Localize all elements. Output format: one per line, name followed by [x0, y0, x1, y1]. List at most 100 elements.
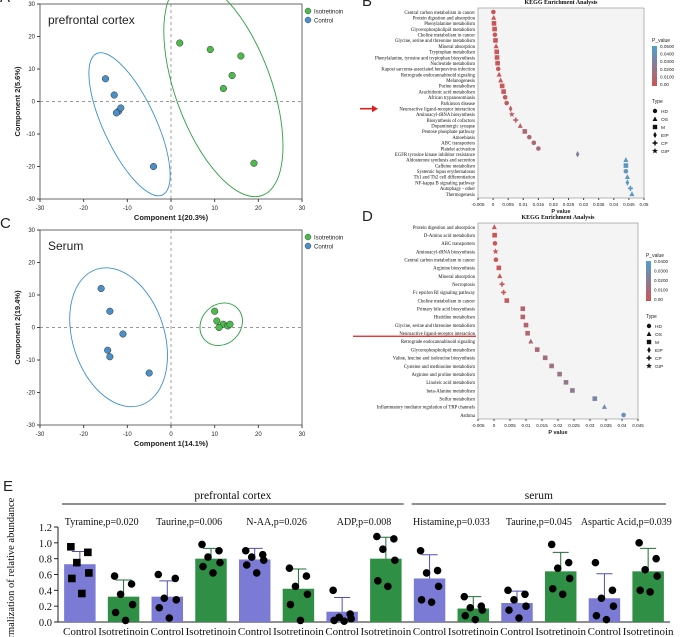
color-legend-title-D: P_value — [646, 253, 664, 259]
data-point-E-13-3 — [653, 572, 661, 580]
category-label-B-13: Purine metabolism — [439, 85, 475, 90]
y-tick-label-C-2: -10 — [26, 358, 35, 364]
panel-A: A -30 -20 -10 0 10 20 30 -30 -20 -10 0 10 20 30 Compone… — [0, 0, 343, 222]
x-tick-label-B-1: 0 — [492, 202, 495, 207]
category-label-D-10: Primary bile acid biosynthesis — [417, 308, 475, 313]
type-legend-marker-D-4 — [646, 355, 652, 361]
category-label-B-18: Aminoacyl-tRNA biosynthesis — [416, 113, 475, 118]
data-point-E-1-3 — [128, 600, 137, 609]
data-point-B-9 — [495, 60, 500, 66]
data-point-E-12-1 — [608, 586, 617, 595]
x-axis-label-D: P value — [548, 430, 567, 436]
y-tick-label-E-0: 0.0 — [39, 618, 52, 629]
y-axis-label-A: Component 2(5.6%) — [13, 66, 22, 137]
data-point-E-12-0 — [591, 558, 600, 567]
data-point-E-10-0 — [504, 586, 512, 595]
data-point-E-11-3 — [565, 574, 574, 583]
type-legend-marker-B-3 — [653, 131, 657, 139]
point-A-isotretinoin-4 — [228, 71, 236, 80]
x-tick-label-D-10: 0.045 — [632, 423, 644, 428]
type-legend-label-B-1: OS — [661, 117, 668, 123]
x-tick-label-C-6: 30 — [299, 432, 306, 438]
x-tick-label-E-0: Control — [63, 626, 97, 637]
data-point-D-22 — [601, 404, 607, 409]
data-point-D-18 — [557, 371, 562, 377]
highlight-arrowhead-B — [372, 105, 378, 113]
category-label-D-22: Inflammatory mediator regulation of TRP … — [377, 406, 475, 411]
y-tick-label-A-3: 0 — [32, 100, 36, 106]
category-label-D-17: Cysteine and methionine metabolism — [404, 365, 476, 370]
point-A-isotretinoin-1 — [206, 45, 214, 54]
point-C-isotretinoin-4 — [226, 320, 234, 328]
category-label-B-32: Thermogenesis — [446, 193, 475, 198]
data-point-E-1-1 — [127, 580, 136, 588]
point-A-isotretinoin-3 — [219, 84, 227, 93]
point-A-isotretinoin-0 — [176, 39, 184, 47]
x-tick-label-A-6: 30 — [299, 206, 306, 212]
x-tick-label-C-1: -20 — [79, 432, 88, 438]
y-tick-label-A-5: 20 — [28, 35, 35, 41]
point-C-isotretinoin-0 — [211, 307, 219, 315]
category-label-B-6: Mineral absorption — [438, 45, 475, 50]
data-point-B-27 — [623, 163, 629, 168]
data-point-E-8-4 — [417, 596, 426, 604]
data-point-B-31-v — [629, 185, 632, 191]
x-axis-label-A: Component 1(20.3%) — [134, 213, 209, 222]
data-point-E-3-3 — [216, 558, 224, 567]
x-tick-label-B-8: 0.035 — [593, 202, 605, 207]
data-point-D-23 — [621, 412, 626, 418]
data-point-E-10-3 — [522, 602, 530, 610]
x-tick-label-D-3: 0.01 — [522, 423, 531, 428]
category-label-D-7: Necroptosis — [452, 283, 475, 288]
type-legend-marker-B-2 — [652, 124, 658, 130]
data-point-E-0-5 — [78, 589, 86, 598]
type-legend-marker-B-1 — [652, 116, 658, 121]
type-legend-title-D: Type — [646, 314, 657, 320]
data-point-B-11 — [496, 71, 502, 77]
data-point-D-12 — [523, 322, 529, 328]
category-label-B-20: Dopaminergic synapse — [431, 125, 475, 130]
type-legend-marker-D-5 — [646, 362, 652, 369]
x-tick-label-E-5: Isotretinoin — [273, 626, 324, 637]
data-point-D-14 — [528, 338, 534, 344]
x-tick-label-B-6: 0.025 — [563, 202, 575, 207]
data-point-E-3-5 — [209, 569, 217, 577]
data-point-D-0 — [491, 224, 497, 230]
category-label-B-12: Melanogenesis — [446, 79, 475, 84]
x-tick-label-A-2: -10 — [123, 206, 132, 212]
panel-label-B: B — [362, 0, 372, 10]
data-point-B-31 — [627, 185, 633, 191]
y-tick-label-E-4: 0.8 — [39, 555, 52, 566]
category-label-D-9: Choline metabolism in cancer — [418, 299, 476, 304]
category-label-D-14: Retrograde endocannabinoid signaling — [401, 340, 476, 345]
x-tick-label-D-2: 0.005 — [504, 423, 516, 428]
data-point-E-11-1 — [564, 558, 573, 567]
type-legend-label-B-4: CP — [661, 141, 668, 147]
category-label-B-7: Tryptophan metabolism — [429, 51, 475, 56]
point-C-control-1 — [106, 307, 114, 315]
type-legend-label-B-0: HD — [661, 109, 668, 115]
category-label-B-16: Parkinson disease — [441, 102, 475, 107]
color-legend-tick-D-2: 0.0200 — [654, 278, 668, 283]
x-tick-label-B-2: 0.005 — [502, 202, 514, 207]
data-point-B-19-v — [514, 117, 517, 123]
point-A-control-4 — [112, 109, 120, 117]
y-tick-label-A-2: -10 — [26, 132, 35, 138]
type-legend-label-D-3: EIP — [655, 348, 663, 354]
data-point-B-3 — [492, 26, 497, 32]
pvalue-annotation-E-5: Taurine,p=0.045 — [506, 517, 572, 528]
category-label-B-9: Nucleotide metabolism — [430, 62, 475, 67]
data-point-E-12-2 — [597, 594, 606, 603]
x-tick-label-A-0: -30 — [36, 206, 45, 212]
type-legend-marker-D-4-v — [648, 355, 650, 361]
y-tick-label-C-5: 20 — [28, 261, 35, 267]
data-point-E-7-1 — [390, 535, 398, 543]
data-point-E-0-2 — [73, 558, 81, 567]
data-point-E-7-4 — [374, 577, 382, 585]
data-point-B-4 — [492, 32, 498, 38]
category-label-B-17: Neuroactive ligand-receptor interaction — [399, 107, 475, 112]
category-label-B-14: Arachidonic acid metabolism — [419, 90, 476, 95]
color-legend-bar-D — [646, 261, 651, 301]
data-point-E-11-5 — [558, 590, 567, 599]
